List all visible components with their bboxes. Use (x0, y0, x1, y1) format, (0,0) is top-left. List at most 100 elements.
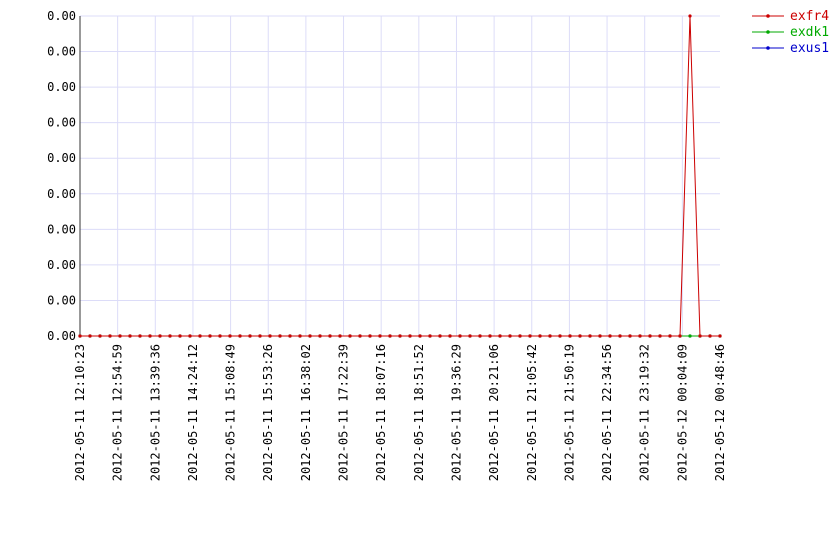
data-point-exfr4 (398, 334, 401, 337)
legend-marker-exus1 (766, 46, 770, 50)
y-tick-labels: 0.00 0.00 0.00 0.00 0.00 0.00 0.00 0.00 0.00 0.00 (47, 9, 76, 343)
data-point-exfr4 (698, 334, 701, 337)
data-point-exfr4 (518, 334, 521, 337)
data-point-exfr4 (98, 334, 101, 337)
y-tick-label: 0.00 (47, 151, 76, 165)
data-point-exfr4 (588, 334, 591, 337)
data-point-exfr4 (528, 334, 531, 337)
data-point-exfr4 (88, 334, 91, 337)
data-point-exfr4 (258, 334, 261, 337)
data-point-exfr4 (108, 334, 111, 337)
data-point-exfr4 (428, 334, 431, 337)
data-point-exfr4 (668, 334, 671, 337)
x-tick-label: 2012-05-12 00:48:46 (713, 344, 727, 481)
data-point-exfr4 (718, 334, 721, 337)
x-tick-label: 2012-05-11 15:08:49 (224, 344, 238, 481)
data-point-exfr4 (558, 334, 561, 337)
data-point-exfr4 (678, 334, 681, 337)
y-tick-label: 0.00 (47, 329, 76, 343)
legend-marker-exfr4 (766, 14, 770, 18)
data-point-exfr4 (268, 334, 271, 337)
data-point-exfr4 (508, 334, 511, 337)
data-point-exfr4 (378, 334, 381, 337)
data-point-exfr4 (358, 334, 361, 337)
y-tick-label: 0.00 (47, 187, 76, 201)
data-point-exfr4 (458, 334, 461, 337)
data-point-exfr4 (568, 334, 571, 337)
data-point-exfr4 (708, 334, 711, 337)
y-tick-label: 0.00 (47, 116, 76, 130)
data-point-exfr4 (418, 334, 421, 337)
data-point-exfr4 (218, 334, 221, 337)
x-tick-label: 2012-05-11 17:22:39 (337, 344, 351, 481)
data-point-exfr4 (368, 334, 371, 337)
data-point-exfr4 (388, 334, 391, 337)
data-point-exfr4 (618, 334, 621, 337)
data-point-exfr4 (78, 334, 81, 337)
data-point-exfr4 (498, 334, 501, 337)
data-point-exfr4 (288, 334, 291, 337)
axes (80, 16, 720, 336)
x-tick-label: 2012-05-11 15:53:26 (261, 344, 275, 481)
data-point-exfr4 (638, 334, 641, 337)
data-point-exdk1 (688, 334, 691, 337)
x-tick-labels: 2012-05-11 12:10:23 2012-05-11 12:54:59 20… (73, 344, 727, 481)
x-tick-label: 2012-05-11 12:10:23 (73, 344, 87, 481)
data-point-exfr4 (488, 334, 491, 337)
data-point-exfr4 (648, 334, 651, 337)
x-tick-label: 2012-05-11 23:19:32 (638, 344, 652, 481)
legend-label-exfr4: exfr4 (790, 9, 829, 24)
data-point-exfr4 (328, 334, 331, 337)
data-point-exfr4 (468, 334, 471, 337)
data-point-exfr4 (598, 334, 601, 337)
data-point-exfr4 (688, 14, 691, 17)
data-point-exfr4 (228, 334, 231, 337)
data-point-exfr4 (318, 334, 321, 337)
x-tick-label: 2012-05-11 16:38:02 (299, 344, 313, 481)
x-tick-label: 2012-05-11 22:34:56 (600, 344, 614, 481)
data-point-exfr4 (168, 334, 171, 337)
data-point-exfr4 (188, 334, 191, 337)
y-tick-label: 0.00 (47, 45, 76, 59)
data-point-exfr4 (608, 334, 611, 337)
data-point-exfr4 (148, 334, 151, 337)
series-lines (78, 14, 721, 337)
data-point-exfr4 (348, 334, 351, 337)
y-tick-label: 0.00 (47, 9, 76, 23)
series-line-exfr4 (80, 16, 720, 336)
x-tick-label: 2012-05-11 21:05:42 (525, 344, 539, 481)
x-tick-label: 2012-05-11 18:51:52 (412, 344, 426, 481)
x-tick-label: 2012-05-11 13:39:36 (148, 344, 162, 481)
data-point-exfr4 (448, 334, 451, 337)
data-point-exfr4 (248, 334, 251, 337)
x-tick-label: 2012-05-11 18:07:16 (374, 344, 388, 481)
data-point-exfr4 (438, 334, 441, 337)
data-point-exfr4 (478, 334, 481, 337)
data-point-exfr4 (628, 334, 631, 337)
data-point-exfr4 (118, 334, 121, 337)
data-point-exfr4 (538, 334, 541, 337)
data-point-exfr4 (408, 334, 411, 337)
data-point-exfr4 (138, 334, 141, 337)
data-point-exfr4 (548, 334, 551, 337)
x-tick-label: 2012-05-11 21:50:19 (562, 344, 576, 481)
data-point-exfr4 (278, 334, 281, 337)
y-tick-label: 0.00 (47, 80, 76, 94)
data-point-exfr4 (128, 334, 131, 337)
x-tick-label: 2012-05-11 20:21:06 (487, 344, 501, 481)
y-tick-label: 0.00 (47, 293, 76, 307)
x-tick-label: 2012-05-11 14:24:12 (186, 344, 200, 481)
data-point-exfr4 (178, 334, 181, 337)
x-tick-label: 2012-05-11 19:36:29 (449, 344, 463, 481)
data-point-exfr4 (158, 334, 161, 337)
data-point-exfr4 (658, 334, 661, 337)
grid-lines (80, 16, 720, 336)
data-point-exfr4 (298, 334, 301, 337)
y-tick-label: 0.00 (47, 222, 76, 236)
data-point-exfr4 (208, 334, 211, 337)
data-point-exfr4 (238, 334, 241, 337)
x-tick-label: 2012-05-12 00:04:09 (675, 344, 689, 481)
data-point-exfr4 (308, 334, 311, 337)
